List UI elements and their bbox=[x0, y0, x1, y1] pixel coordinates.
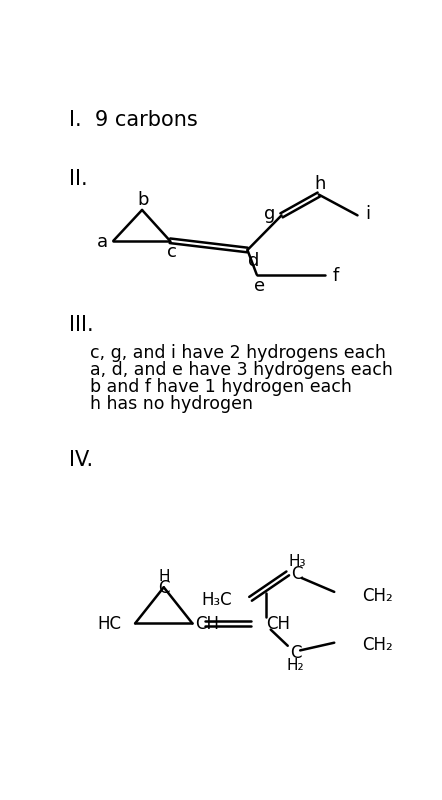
Text: C: C bbox=[158, 579, 169, 597]
Text: a, d, and e have 3 hydrogens each: a, d, and e have 3 hydrogens each bbox=[90, 361, 393, 379]
Text: h has no hydrogen: h has no hydrogen bbox=[90, 394, 253, 413]
Text: CH: CH bbox=[195, 615, 219, 634]
Text: g: g bbox=[264, 205, 276, 223]
Text: b and f have 1 hydrogen each: b and f have 1 hydrogen each bbox=[90, 378, 352, 396]
Text: a: a bbox=[97, 234, 108, 251]
Text: II.: II. bbox=[69, 169, 88, 189]
Text: H₂: H₂ bbox=[287, 658, 304, 673]
Text: C: C bbox=[291, 565, 303, 583]
Text: CH₂: CH₂ bbox=[362, 636, 393, 654]
Text: H: H bbox=[158, 569, 169, 584]
Text: c: c bbox=[167, 243, 176, 262]
Text: c, g, and i have 2 hydrogens each: c, g, and i have 2 hydrogens each bbox=[90, 344, 386, 362]
Text: i: i bbox=[365, 205, 370, 223]
Text: d: d bbox=[248, 252, 259, 270]
Text: H₃C: H₃C bbox=[201, 590, 232, 609]
Text: C: C bbox=[290, 645, 301, 662]
Text: H₃: H₃ bbox=[288, 554, 306, 569]
Text: h: h bbox=[315, 174, 326, 193]
Text: HC: HC bbox=[97, 615, 121, 634]
Text: b: b bbox=[138, 191, 149, 209]
Text: IV.: IV. bbox=[69, 450, 93, 470]
Text: f: f bbox=[333, 267, 339, 285]
Text: III.: III. bbox=[69, 315, 94, 335]
Text: e: e bbox=[254, 277, 265, 295]
Text: I.  9 carbons: I. 9 carbons bbox=[69, 110, 198, 130]
Text: CH: CH bbox=[266, 615, 290, 634]
Text: CH₂: CH₂ bbox=[362, 586, 393, 605]
